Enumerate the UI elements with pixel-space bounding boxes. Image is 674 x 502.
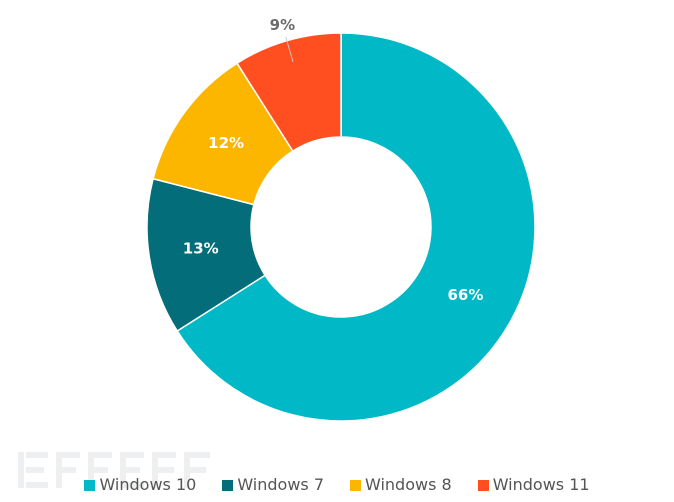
legend-item-windows-8: Windows 8 [350, 474, 452, 496]
slice-windows-10 [176, 32, 536, 422]
data-label-windows-11: 9% [270, 16, 295, 34]
legend-label: Windows 10 [99, 475, 197, 494]
legend-item-windows-7: Windows 7 [222, 474, 324, 496]
legend-item-windows-10: Windows 10 [84, 474, 196, 496]
data-label-windows-10: 66% [447, 286, 483, 304]
donut-slices [146, 32, 536, 422]
chart-legend: Windows 10 Windows 7 Windows 8 Windows 1… [0, 474, 674, 496]
legend-item-windows-11: Windows 11 [477, 474, 590, 496]
data-label-windows-8: 12% [208, 134, 244, 152]
legend-label: Windows 11 [492, 475, 590, 494]
legend-label: Windows 8 [365, 475, 452, 494]
legend-label: Windows 7 [237, 475, 324, 494]
legend-swatch [350, 479, 361, 491]
watermark-logo [16, 448, 216, 494]
leader-line [285, 36, 294, 62]
slice-windows-11 [236, 32, 342, 153]
legend-swatch [84, 479, 96, 491]
data-label-windows-7: 13% [183, 240, 219, 258]
legend-swatch [477, 479, 489, 491]
legend-swatch [222, 479, 234, 491]
donut-labels: 66% 13% 12% 9% [183, 16, 484, 304]
